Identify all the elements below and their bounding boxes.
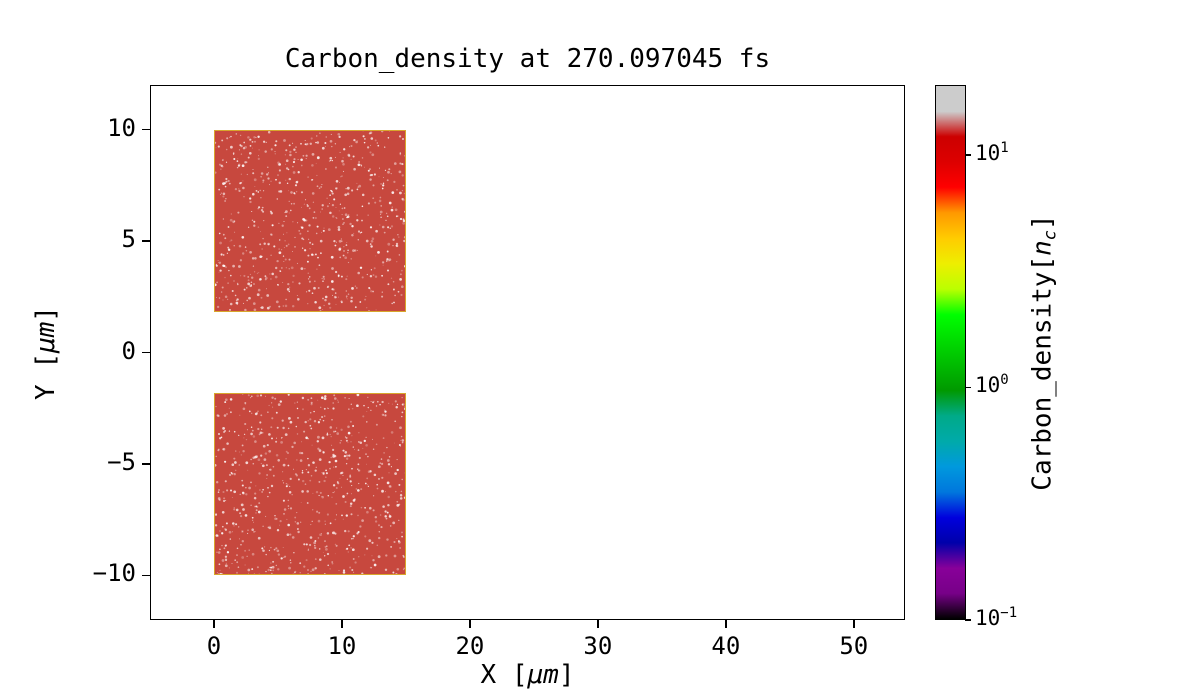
colorbar: [935, 85, 966, 620]
y-tick-label: −5: [107, 447, 136, 476]
y-axis-label-post: ]: [31, 305, 61, 322]
x-tick-mark: [725, 620, 727, 628]
y-tick-mark: [142, 463, 150, 465]
colorbar-tick-exponent: 1: [1000, 139, 1009, 156]
y-tick-label: 0: [121, 336, 136, 365]
colorbar-tick-mark: [965, 154, 971, 156]
x-axis-label-post: ]: [558, 660, 575, 690]
x-tick-mark: [853, 620, 855, 628]
colorbar-tick-mark: [965, 619, 971, 621]
x-axis-label-pre: X [: [480, 660, 528, 690]
colorbar-label: Carbon_density[nc]: [1018, 85, 1070, 620]
y-tick-mark: [142, 574, 150, 577]
colorbar-tick-exponent: 0: [1000, 372, 1009, 389]
x-tick-mark: [469, 620, 471, 628]
y-tick-label: 10: [107, 113, 136, 142]
y-tick-mark: [142, 128, 150, 131]
x-tick-label: 30: [583, 632, 613, 660]
x-axis-unit: μm: [527, 660, 559, 690]
colorbar-label-var: n: [1027, 240, 1058, 256]
colorbar-label-post: ]: [1027, 214, 1058, 230]
colorbar-tick-label: 10−1: [975, 605, 1017, 630]
colorbar-tick-base: 10: [975, 606, 1001, 630]
density-block: [213, 129, 406, 313]
x-tick-label: 10: [327, 632, 357, 660]
x-tick-label: 40: [711, 632, 741, 660]
x-tick-label: 0: [206, 632, 222, 660]
colorbar-label-text: Carbon_density[nc]: [1028, 214, 1061, 490]
density-noise-speckle: [214, 130, 405, 312]
x-tick-label: 50: [839, 632, 869, 660]
colorbar-tick-mark: [965, 386, 971, 389]
density-noise-speckle: [214, 393, 405, 575]
density-block: [213, 392, 406, 576]
x-tick-mark: [213, 620, 215, 628]
y-tick-mark: [142, 351, 150, 354]
colorbar-label-sub: c: [1040, 229, 1061, 241]
colorbar-tick-base: 10: [975, 373, 1001, 398]
x-tick-mark: [341, 620, 343, 628]
colorbar-tick-base: 10: [975, 140, 1001, 165]
colorbar-tick-label: 101: [975, 140, 1009, 165]
y-tick-label: 5: [121, 225, 136, 254]
y-tick-mark: [142, 240, 150, 242]
colorbar-tick-exponent: −1: [1000, 605, 1018, 621]
colorbar-label-pre: Carbon_density[: [1027, 255, 1058, 491]
x-axis-label: X [μm]: [150, 660, 905, 690]
colorbar-tick-label: 100: [975, 372, 1009, 397]
y-tick-label: −10: [92, 559, 136, 588]
x-tick-mark: [597, 620, 599, 628]
x-tick-label: 20: [455, 632, 485, 660]
chart-title: Carbon_density at 270.097045 fs: [284, 44, 771, 74]
